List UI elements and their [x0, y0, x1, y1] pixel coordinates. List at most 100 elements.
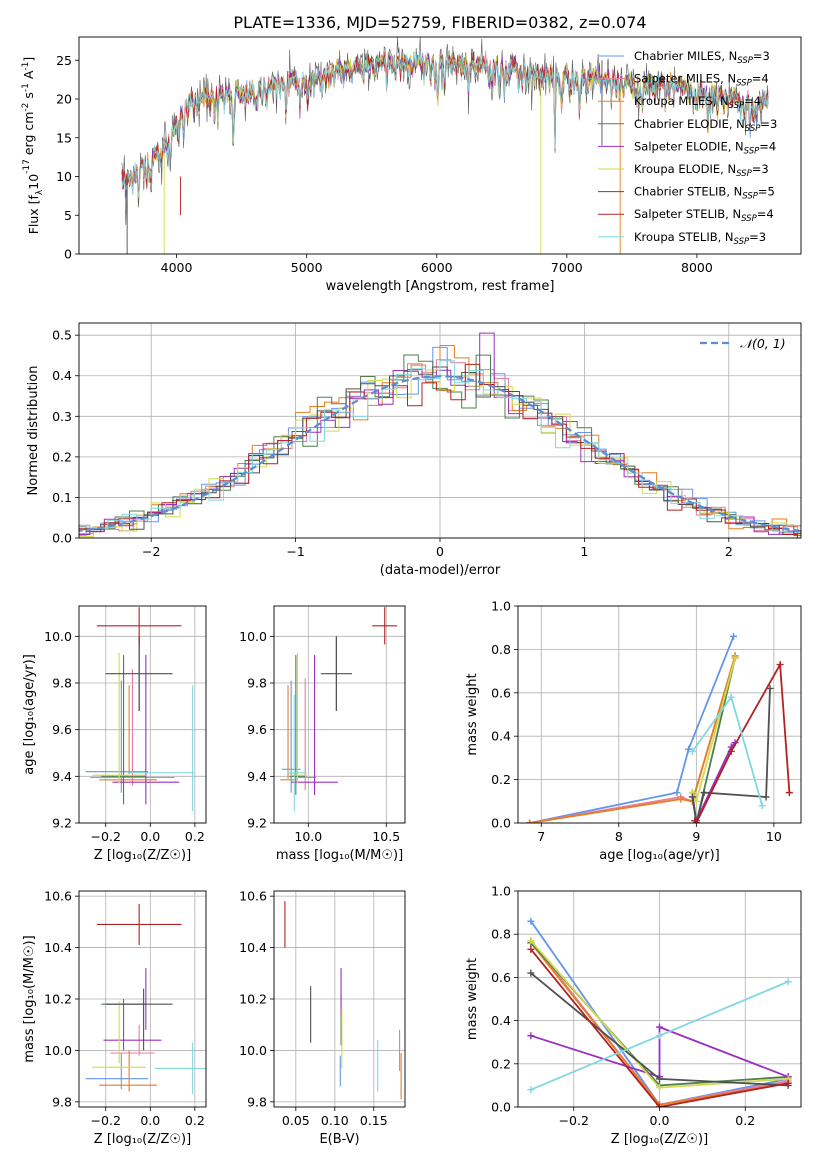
- weight-marker: [527, 937, 535, 945]
- weight-marker: [656, 1075, 663, 1083]
- y-tick-label: 0.8: [491, 642, 511, 657]
- y-tick-label: 10.6: [44, 889, 72, 904]
- x-tick-label: 4000: [161, 260, 193, 275]
- weight-marker: [527, 945, 535, 953]
- x-tick-label: −2: [142, 544, 160, 559]
- y-tick-label: 1.0: [491, 599, 511, 614]
- y-tick-label: 10.6: [239, 889, 267, 904]
- weight-marker: [677, 795, 685, 803]
- y-tick-label: 9.6: [247, 722, 267, 737]
- plot-area: [526, 632, 793, 823]
- legend-sub: SSP: [736, 169, 752, 179]
- legend-label-normal: 𝒩(0, 1): [740, 336, 786, 351]
- legend-sub: SSP: [742, 192, 758, 202]
- axes-frame: [78, 36, 802, 255]
- plot-area: [79, 332, 801, 538]
- y-tick-label: 0.2: [52, 449, 72, 464]
- y-tick-label: 10.0: [239, 1043, 267, 1058]
- y-tick-label: 9.4: [52, 769, 72, 784]
- legend-name: Salpeter STELIB, N: [634, 207, 741, 221]
- legend-label-1: Salpeter MILES, NSSP=4: [634, 72, 769, 89]
- weight-marker: [727, 693, 735, 701]
- legend-label-6: Chabrier STELIB, NSSP=5: [634, 185, 775, 202]
- y-tick-label: 9.4: [247, 769, 267, 784]
- hist-series-6: [79, 366, 801, 534]
- axes-frame: [273, 605, 406, 824]
- x-tick-label: 8: [615, 829, 623, 844]
- weight-marker: [527, 969, 535, 977]
- legend-label-2: Kroupa MILES, NSSP=4: [634, 94, 761, 111]
- x-tick-label: 0.0: [650, 1113, 670, 1128]
- weight-marker: [776, 661, 784, 669]
- y-tick-label: 9.8: [52, 676, 72, 691]
- legend-name: Chabrier STELIB, N: [634, 185, 742, 199]
- legend-suffix: =5: [758, 185, 775, 199]
- y-tick-label: 0.3: [52, 409, 72, 424]
- y-tick-label: 5: [64, 208, 72, 223]
- y-tick-label: 0.5: [52, 328, 72, 343]
- weight-marker: [656, 1084, 663, 1092]
- x-axis-label: wavelength [Angstrom, rest frame]: [326, 279, 555, 294]
- weight-marker: [527, 917, 535, 925]
- x-tick-label: 10.0: [294, 829, 322, 844]
- x-tick-label: 1: [580, 544, 588, 559]
- legend-sub: SSP: [745, 124, 761, 134]
- y-tick-label: 0.4: [491, 1013, 511, 1028]
- hist-series-8: [79, 360, 801, 538]
- legend-suffix: =3: [760, 117, 777, 131]
- y-tick-label: 9.2: [52, 816, 72, 831]
- x-tick-label: 0.2: [185, 829, 205, 844]
- x-axis-label: E(B-V): [319, 1132, 359, 1147]
- x-tick-label: 2: [725, 544, 733, 559]
- weight-marker: [692, 819, 700, 823]
- y-axis-label: mass weight: [465, 673, 480, 755]
- y-label-part: 10: [26, 174, 41, 190]
- panel-mass-vs-Z: −0.2 0.0 0.2 9.8 10.0 10.2 10.4 10.6 Z [log₁₀(Z/…: [22, 889, 207, 1147]
- y-tick-label: 0.6: [491, 970, 511, 985]
- plot-area: [85, 903, 206, 1095]
- y-tick-label: 20: [56, 92, 72, 107]
- x-tick-label: 8000: [681, 260, 713, 275]
- y-tick-label: 1.0: [491, 884, 511, 899]
- legend-sub: SSP: [744, 146, 760, 156]
- legend-label-7: Salpeter STELIB, NSSP=4: [634, 207, 774, 224]
- weight-marker: [762, 793, 770, 801]
- y-tick-label: 0: [64, 247, 72, 262]
- y-tick-label: 9.2: [247, 816, 267, 831]
- y-label-part: ]: [21, 57, 36, 62]
- y-axis-label: mass [log₁₀(M/M☉)]: [22, 935, 37, 1062]
- plot-area: [85, 607, 195, 812]
- x-tick-label: 0.2: [735, 1113, 755, 1128]
- figure-title: PLATE=1336, MJD=52759, FIBERID=0382, z=0…: [233, 13, 646, 32]
- y-label-part: -1: [21, 83, 31, 92]
- x-tick-label: 0.2: [185, 1113, 205, 1128]
- legend-label-4: Salpeter ELODIE, NSSP=4: [634, 139, 776, 156]
- normal-curve: [79, 375, 801, 533]
- legend-suffix: =3: [753, 49, 770, 63]
- y-tick-label: 0.2: [491, 1056, 511, 1071]
- panel-residuals: −2 −1 0 1 2 0.0 0.1 0.2 0.3 0.4 0.5 (data-model)/er…: [26, 322, 802, 578]
- legend-suffix: =3: [752, 162, 769, 176]
- y-axis-label: Flux [fλ10-17 erg cm-2 s-1 A-1]: [21, 57, 45, 235]
- legend-name: Kroupa MILES, N: [634, 94, 729, 108]
- x-tick-label: −1: [286, 544, 304, 559]
- legend-suffix: =4: [759, 139, 776, 153]
- panel-weight-vs-Z: −0.2 0.0 0.2 0.0 0.2 0.4 0.6 0.8 1.0 Z [log₁₀(Z/Z…: [465, 884, 802, 1147]
- weight-marker: [685, 745, 693, 753]
- weight-marker: [526, 819, 534, 823]
- legend-name: Kroupa STELIB, N: [634, 230, 734, 244]
- x-axis-label: Z [log₁₀(Z/Z☉)]: [94, 1132, 191, 1147]
- x-tick-label: −0.2: [91, 1113, 121, 1128]
- legend-label-0: Chabrier MILES, NSSP=3: [634, 49, 770, 66]
- x-tick-label: 6000: [421, 260, 453, 275]
- y-axis-label: mass weight: [465, 958, 480, 1040]
- x-axis-label: Z [log₁₀(Z/Z☉)]: [611, 1132, 708, 1147]
- plot-area: [284, 901, 402, 1100]
- y-tick-label: 10: [56, 169, 72, 184]
- legend-label-8: Kroupa STELIB, NSSP=3: [634, 230, 766, 247]
- x-tick-label: 0.0: [140, 829, 160, 844]
- y-tick-label: 0.4: [52, 368, 72, 383]
- y-label-part: erg cm: [21, 112, 36, 160]
- y-tick-label: 0.6: [491, 685, 511, 700]
